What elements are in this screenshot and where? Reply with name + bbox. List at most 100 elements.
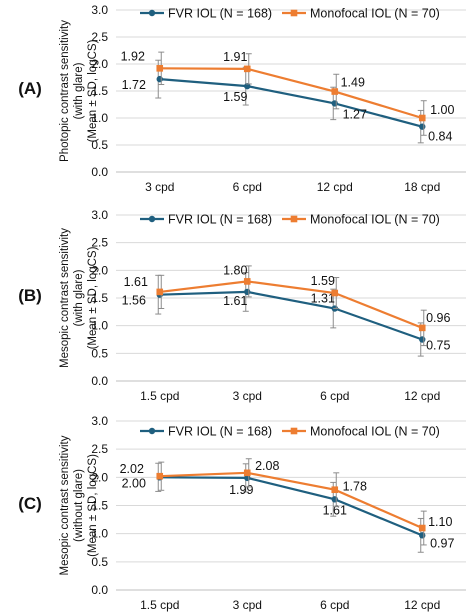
y-tick-label: 2.0 bbox=[91, 263, 108, 277]
y-axis-label: Mesopic contrast sensitivity bbox=[59, 435, 71, 575]
legend-marker bbox=[290, 427, 298, 435]
data-label: 2.00 bbox=[122, 476, 146, 490]
series-monofocal-iol: 2.02 2.08 1.78 1.10 bbox=[120, 458, 452, 546]
legend-label: Monofocal IOL (N = 70) bbox=[310, 7, 440, 21]
y-tick-label: 0.0 bbox=[91, 583, 108, 597]
data-point bbox=[418, 324, 426, 332]
legend-marker bbox=[148, 215, 156, 223]
panel-letter: (B) bbox=[18, 286, 42, 305]
data-point bbox=[331, 486, 339, 494]
chart-panel-3: (C) Mesopic contrast sensitivity (without … bbox=[18, 414, 466, 612]
legend-label: Monofocal IOL (N = 70) bbox=[310, 213, 440, 227]
x-tick-label: 12 cpd bbox=[404, 598, 440, 612]
legend-marker bbox=[148, 427, 156, 435]
y-tick-label: 2.5 bbox=[91, 236, 108, 250]
data-label: 1.61 bbox=[124, 275, 148, 289]
legend-label: FVR IOL (N = 168) bbox=[168, 213, 272, 227]
legend-label: FVR IOL (N = 168) bbox=[168, 425, 272, 439]
data-point bbox=[156, 288, 164, 296]
y-tick-label: 0.0 bbox=[91, 374, 108, 388]
legend-item: FVR IOL (N = 168) bbox=[140, 425, 272, 439]
y-tick-label: 2.0 bbox=[91, 57, 108, 71]
data-label: 1.78 bbox=[343, 480, 367, 494]
panel-letter: (A) bbox=[18, 79, 42, 98]
data-label: 1.49 bbox=[341, 76, 365, 90]
data-point bbox=[156, 75, 163, 83]
data-point bbox=[156, 472, 164, 480]
data-label: 1.91 bbox=[223, 50, 247, 64]
legend-label: FVR IOL (N = 168) bbox=[168, 7, 272, 21]
data-point bbox=[244, 82, 251, 90]
y-axis-label: (Mean ± SD, logCS) bbox=[87, 39, 99, 142]
series-line bbox=[159, 471, 423, 530]
y-tick-label: 3.0 bbox=[91, 414, 108, 428]
chart-panel-1: (A) Photopic contrast sensitivity (with gl… bbox=[18, 3, 466, 194]
y-tick-label: 1.0 bbox=[91, 527, 108, 541]
data-label: 0.97 bbox=[430, 536, 454, 550]
y-tick-label: 3.0 bbox=[91, 3, 108, 17]
data-label: 1.10 bbox=[428, 515, 452, 529]
x-tick-label: 12 cpd bbox=[404, 389, 440, 403]
y-tick-label: 1.5 bbox=[91, 291, 108, 305]
y-tick-label: 1.0 bbox=[91, 111, 108, 125]
data-point bbox=[331, 88, 339, 95]
data-label: 1.00 bbox=[430, 103, 454, 117]
data-label: 1.80 bbox=[223, 263, 247, 277]
data-point bbox=[419, 532, 426, 539]
y-tick-label: 0.5 bbox=[91, 555, 108, 569]
x-tick-label: 12 cpd bbox=[317, 180, 353, 194]
data-point bbox=[243, 469, 251, 477]
legend-item: FVR IOL (N = 168) bbox=[140, 213, 272, 227]
panel-letter: (C) bbox=[18, 494, 42, 513]
x-tick-label: 6 cpd bbox=[233, 180, 262, 194]
series-line bbox=[159, 78, 423, 128]
data-label: 1.99 bbox=[229, 483, 253, 497]
series-monofocal-iol: 1.92 1.91 1.49 1.00 bbox=[121, 49, 454, 136]
legend-item: FVR IOL (N = 168) bbox=[140, 7, 272, 21]
series-fvr-iol: 1.56 1.61 1.31 0.75 bbox=[122, 272, 450, 357]
legend-marker bbox=[290, 9, 298, 17]
y-tick-label: 0.0 bbox=[91, 165, 108, 179]
legend-marker bbox=[148, 9, 156, 17]
x-tick-label: 3 cpd bbox=[233, 389, 262, 403]
y-tick-label: 2.0 bbox=[91, 470, 108, 484]
data-label: 1.59 bbox=[311, 274, 335, 288]
data-point bbox=[418, 114, 426, 122]
data-label: 0.75 bbox=[426, 339, 450, 353]
data-point bbox=[243, 278, 251, 285]
y-axis-label: (Mean ± SD, logCS) bbox=[87, 454, 99, 557]
data-point bbox=[331, 289, 339, 297]
legend-item: Monofocal IOL (N = 70) bbox=[282, 7, 440, 21]
data-label: 2.02 bbox=[120, 462, 144, 476]
data-point bbox=[331, 496, 338, 503]
data-label: 1.61 bbox=[323, 503, 347, 517]
x-tick-label: 3 cpd bbox=[145, 180, 174, 194]
series-monofocal-iol: 1.61 1.80 1.59 0.96 bbox=[124, 263, 450, 347]
data-label: 1.59 bbox=[223, 90, 247, 104]
data-label: 1.27 bbox=[343, 107, 367, 121]
y-tick-label: 0.5 bbox=[91, 138, 108, 152]
x-tick-label: 18 cpd bbox=[404, 180, 440, 194]
data-label: 1.31 bbox=[311, 292, 335, 306]
y-tick-label: 2.5 bbox=[91, 30, 108, 44]
y-tick-label: 2.5 bbox=[91, 442, 108, 456]
data-point bbox=[243, 65, 251, 73]
y-axis-label: Photopic contrast sensitivity bbox=[59, 20, 71, 162]
x-tick-label: 6 cpd bbox=[320, 598, 349, 612]
data-label: 1.72 bbox=[122, 78, 146, 92]
series-line bbox=[159, 280, 423, 329]
data-point bbox=[418, 524, 426, 532]
data-point bbox=[419, 336, 426, 343]
series-line bbox=[159, 290, 423, 341]
y-axis-label: (with glare) bbox=[73, 269, 85, 326]
y-axis-label: (without glare) bbox=[73, 469, 85, 542]
y-axis-label: Mesopic contrast sensitivity bbox=[59, 228, 71, 368]
y-tick-label: 1.0 bbox=[91, 319, 108, 333]
data-point bbox=[419, 123, 426, 130]
series-fvr-iol: 1.72 1.59 1.27 0.84 bbox=[122, 59, 452, 144]
x-tick-label: 6 cpd bbox=[320, 389, 349, 403]
x-tick-label: 1.5 cpd bbox=[140, 389, 179, 403]
x-tick-label: 3 cpd bbox=[233, 598, 262, 612]
data-point bbox=[156, 65, 164, 72]
